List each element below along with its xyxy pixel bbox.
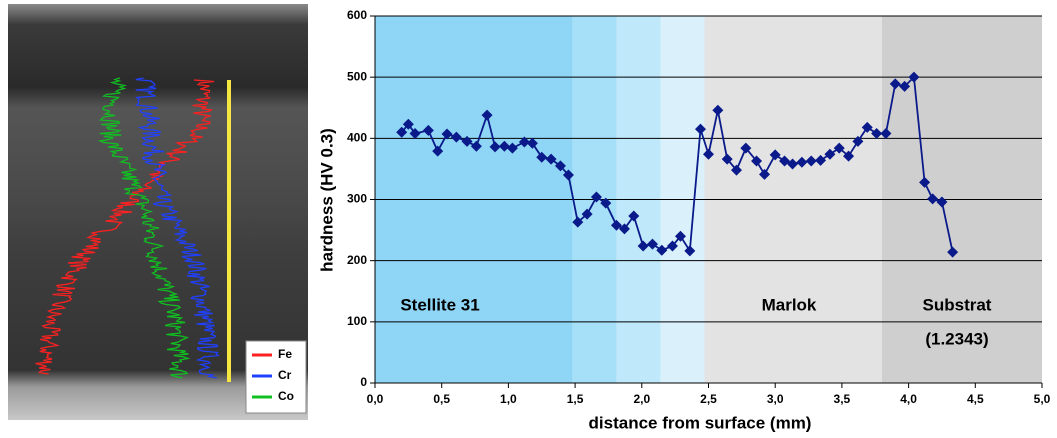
data-point <box>628 210 640 222</box>
x-tick-label: 0,5 <box>433 392 450 406</box>
data-point <box>908 71 920 83</box>
data-point <box>740 142 752 154</box>
data-point <box>759 168 771 180</box>
data-point <box>833 142 845 154</box>
y-tick-label: 0 <box>360 375 367 389</box>
data-point <box>843 150 855 162</box>
legend-label: Cr <box>278 368 292 382</box>
x-tick-label: 3,5 <box>834 392 851 406</box>
data-point <box>824 148 836 160</box>
data-point <box>498 140 510 152</box>
data-point <box>712 104 724 116</box>
micro-legend <box>245 340 307 414</box>
y-axis-label: hardness (HV 0.3) <box>317 128 336 272</box>
data-point <box>694 123 706 135</box>
data-point <box>861 121 873 133</box>
x-axis-label: distance from surface (mm) <box>589 413 812 432</box>
y-tick-label: 200 <box>347 253 367 267</box>
data-point <box>590 191 602 203</box>
legend-label: Fe <box>278 347 292 361</box>
data-point <box>880 127 892 139</box>
data-point <box>554 160 566 172</box>
region-label: (1.2343) <box>925 329 988 348</box>
region-label: Marlok <box>762 295 817 314</box>
element-trace <box>134 77 220 379</box>
data-point <box>721 153 733 165</box>
legend-label: Co <box>278 389 294 403</box>
data-point <box>889 78 901 90</box>
data-point <box>656 244 668 256</box>
y-tick-label: 100 <box>347 314 367 328</box>
data-point <box>489 141 501 153</box>
data-point <box>470 140 482 152</box>
x-tick-label: 0,0 <box>367 392 384 406</box>
data-point <box>441 128 453 140</box>
data-point <box>899 80 911 92</box>
y-tick-label: 400 <box>347 131 367 145</box>
data-point <box>518 136 530 148</box>
region-label: Stellite 31 <box>400 295 479 314</box>
data-point <box>779 155 791 167</box>
data-point <box>396 126 408 138</box>
data-point <box>674 230 686 242</box>
x-tick-label: 3,0 <box>767 392 784 406</box>
y-tick-label: 300 <box>347 192 367 206</box>
x-tick-label: 5,0 <box>1034 392 1051 406</box>
data-point <box>936 196 948 208</box>
data-point <box>703 148 714 160</box>
x-tick-label: 1,5 <box>567 392 584 406</box>
data-point <box>796 156 808 168</box>
data-point <box>637 240 649 252</box>
data-point <box>927 193 939 205</box>
x-tick-label: 2,0 <box>633 392 650 406</box>
data-point <box>646 238 658 250</box>
element-trace <box>35 79 215 375</box>
data-point <box>805 155 817 167</box>
data-point <box>526 137 538 149</box>
data-point <box>610 219 622 231</box>
data-point <box>871 127 883 139</box>
data-point <box>409 127 421 139</box>
element-trace <box>97 77 191 379</box>
data-point <box>536 151 548 163</box>
data-point <box>947 246 959 258</box>
data-point <box>787 158 799 170</box>
y-tick-label: 600 <box>347 8 367 22</box>
data-point <box>506 142 518 154</box>
data-point <box>572 216 584 228</box>
data-point <box>450 131 462 143</box>
data-point <box>769 149 781 161</box>
data-point <box>852 135 864 147</box>
data-point <box>562 169 574 181</box>
data-point <box>545 153 557 165</box>
data-point <box>815 154 827 166</box>
x-tick-label: 4,5 <box>967 392 984 406</box>
data-point <box>432 145 444 157</box>
data-point <box>600 197 612 209</box>
data-point <box>402 118 414 130</box>
data-point <box>422 124 434 136</box>
x-tick-label: 2,5 <box>700 392 717 406</box>
data-point <box>618 223 630 235</box>
data-point <box>666 240 678 252</box>
data-point <box>919 176 931 188</box>
data-point <box>481 109 493 121</box>
data-point <box>461 135 473 147</box>
x-tick-label: 4,0 <box>900 392 917 406</box>
region-label: Substrat <box>923 295 992 314</box>
data-point <box>581 208 593 220</box>
x-tick-label: 1,0 <box>500 392 517 406</box>
data-point <box>731 164 743 176</box>
data-point <box>684 245 696 257</box>
data-point <box>751 155 763 167</box>
y-tick-label: 500 <box>347 69 367 83</box>
